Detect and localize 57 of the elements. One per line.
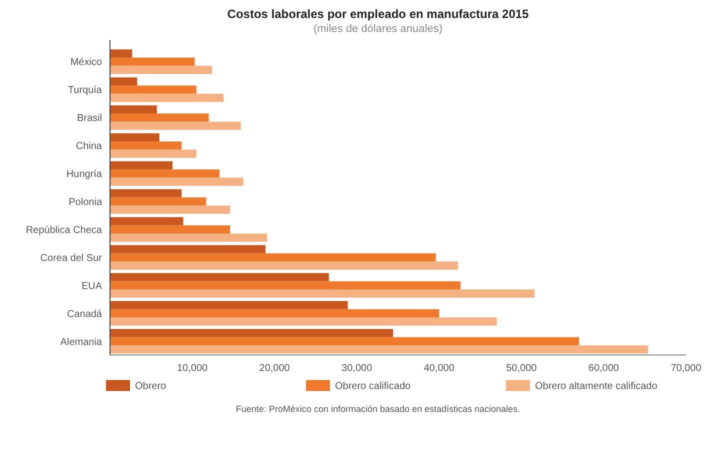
bar (110, 234, 268, 242)
bar (110, 161, 173, 170)
bar (110, 245, 266, 254)
bar (110, 345, 648, 354)
bar (110, 122, 241, 130)
bar (110, 178, 244, 186)
bar (110, 281, 461, 290)
bar (110, 86, 196, 94)
y-tick-label: Canadá (66, 308, 102, 320)
bar (110, 94, 224, 102)
bar (110, 141, 182, 150)
y-tick-label: México (70, 57, 102, 68)
bar (110, 49, 132, 58)
y-tick-label: Turquía (68, 85, 102, 96)
bar (110, 77, 138, 86)
bar (110, 253, 436, 262)
bar (110, 105, 157, 114)
bar (110, 58, 195, 66)
bar (110, 189, 182, 198)
x-tick-label: 70,000 (670, 363, 702, 374)
legend-label: Obrero (135, 381, 167, 392)
bar (110, 114, 209, 122)
bar (110, 133, 160, 142)
y-tick-label: EUA (81, 280, 102, 292)
bar (110, 262, 458, 270)
chart-title: Costos laborales por empleado en manufactura 2015 (227, 7, 530, 21)
bar (110, 66, 212, 74)
bar (110, 273, 329, 282)
bar (110, 169, 220, 178)
bar (110, 309, 440, 318)
bar (110, 289, 535, 298)
bar (110, 301, 348, 310)
x-tick-label: 50,000 (506, 363, 538, 374)
bar (110, 225, 230, 234)
chart-subtitle: (miles de dólares anuales) (313, 23, 443, 35)
y-tick-label: Brasil (76, 113, 102, 124)
y-tick-label: Corea del Sur (40, 252, 103, 264)
y-tick-label: República Checa (26, 224, 102, 236)
y-tick-label: China (76, 141, 102, 152)
bar (110, 217, 184, 226)
bar (110, 150, 196, 158)
x-tick-label: 60,000 (588, 363, 620, 374)
legend-label: Obrero altamente calificado (535, 381, 658, 392)
x-tick-label: 40,000 (424, 363, 455, 374)
y-tick-label: Alemania (60, 336, 102, 348)
bar (110, 197, 206, 206)
x-tick-label: 20,000 (259, 363, 290, 374)
legend-label: Obrero calificado (335, 381, 412, 392)
x-tick-label: 30,000 (342, 363, 373, 374)
x-tick-label: 10,000 (176, 363, 208, 374)
y-tick-label: Hungría (66, 169, 102, 180)
bar (110, 317, 497, 326)
source-note: Fuente: ProMéxico con información basado en estadísticas nacionales. (236, 404, 520, 414)
bar (110, 206, 230, 214)
y-tick-label: Polonia (68, 197, 102, 208)
bar (110, 337, 580, 346)
bar (110, 328, 394, 338)
